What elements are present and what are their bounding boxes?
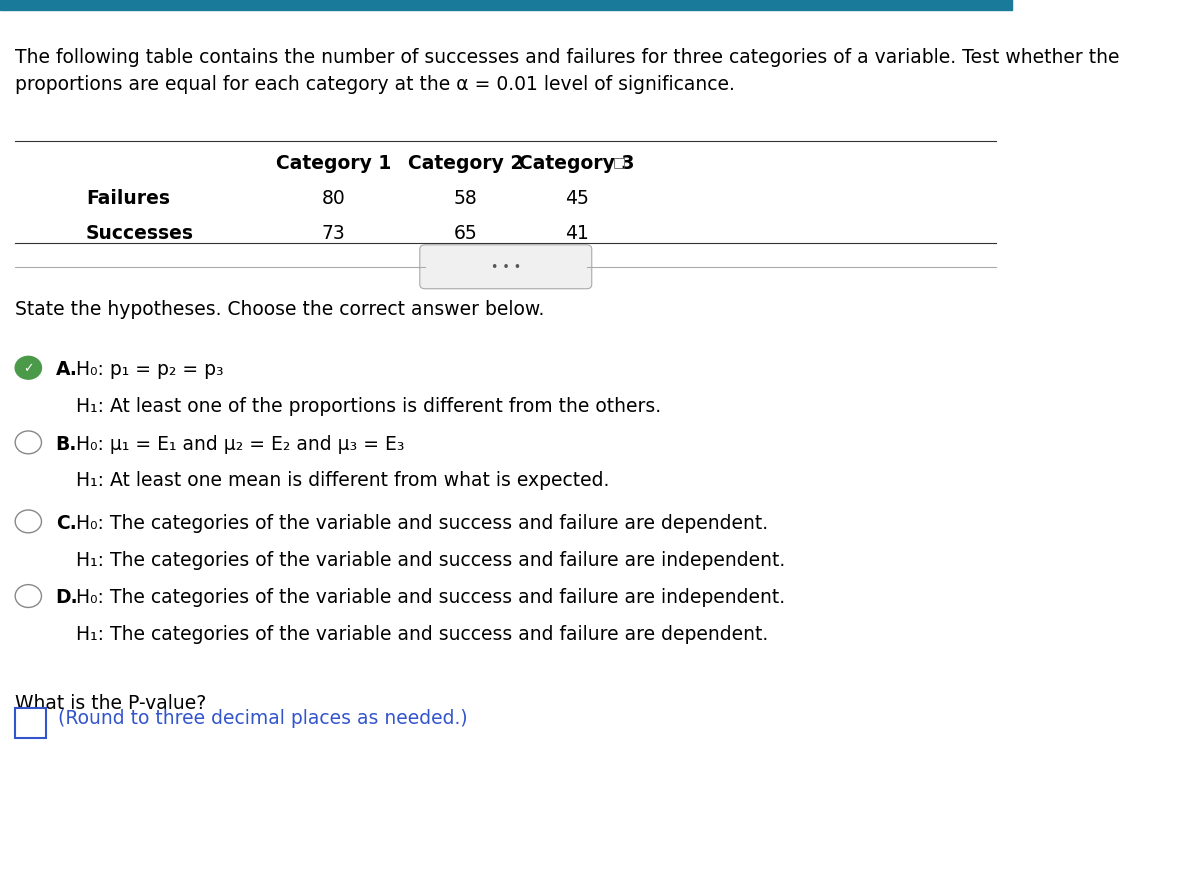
Text: (Round to three decimal places as needed.): (Round to three decimal places as needed… (58, 709, 467, 728)
Text: The following table contains the number of successes and failures for three cate: The following table contains the number … (16, 48, 1120, 94)
Text: C.: C. (55, 513, 77, 532)
Text: H₀: p₁ = p₂ = p₃: H₀: p₁ = p₂ = p₃ (76, 360, 223, 379)
Text: H₁: The categories of the variable and success and failure are dependent.: H₁: The categories of the variable and s… (76, 624, 768, 644)
Text: 45: 45 (565, 189, 588, 208)
Circle shape (16, 431, 42, 454)
Text: A.: A. (55, 360, 78, 379)
Text: H₁: The categories of the variable and success and failure are independent.: H₁: The categories of the variable and s… (76, 550, 785, 569)
Text: 41: 41 (565, 224, 588, 243)
Text: Successes: Successes (86, 224, 194, 243)
Text: Category 3: Category 3 (518, 153, 635, 173)
Text: 65: 65 (454, 224, 478, 243)
Text: H₀: The categories of the variable and success and failure are dependent.: H₀: The categories of the variable and s… (76, 513, 768, 532)
Circle shape (16, 357, 42, 380)
Text: What is the P-value?: What is the P-value? (16, 693, 206, 712)
Text: □: □ (612, 155, 625, 169)
FancyBboxPatch shape (16, 709, 46, 738)
Text: • • •: • • • (491, 261, 521, 274)
Bar (0, 0, 1012, 11)
Text: H₁: At least one mean is different from what is expected.: H₁: At least one mean is different from … (76, 471, 610, 490)
Circle shape (16, 585, 42, 608)
Text: Failures: Failures (86, 189, 170, 208)
Text: H₁: At least one of the proportions is different from the others.: H₁: At least one of the proportions is d… (76, 396, 661, 416)
Text: 58: 58 (454, 189, 478, 208)
Text: State the hypotheses. Choose the correct answer below.: State the hypotheses. Choose the correct… (16, 300, 545, 319)
FancyBboxPatch shape (420, 246, 592, 289)
Text: 73: 73 (322, 224, 346, 243)
Text: B.: B. (55, 434, 77, 453)
Text: Category 2: Category 2 (408, 153, 523, 173)
Text: 80: 80 (322, 189, 346, 208)
Text: H₀: μ₁ = E₁ and μ₂ = E₂ and μ₃ = E₃: H₀: μ₁ = E₁ and μ₂ = E₂ and μ₃ = E₃ (76, 434, 404, 453)
Text: D.: D. (55, 588, 78, 607)
Circle shape (16, 510, 42, 533)
Text: ✓: ✓ (23, 362, 34, 374)
Text: H₀: The categories of the variable and success and failure are independent.: H₀: The categories of the variable and s… (76, 588, 785, 607)
Text: Category 1: Category 1 (276, 153, 391, 173)
